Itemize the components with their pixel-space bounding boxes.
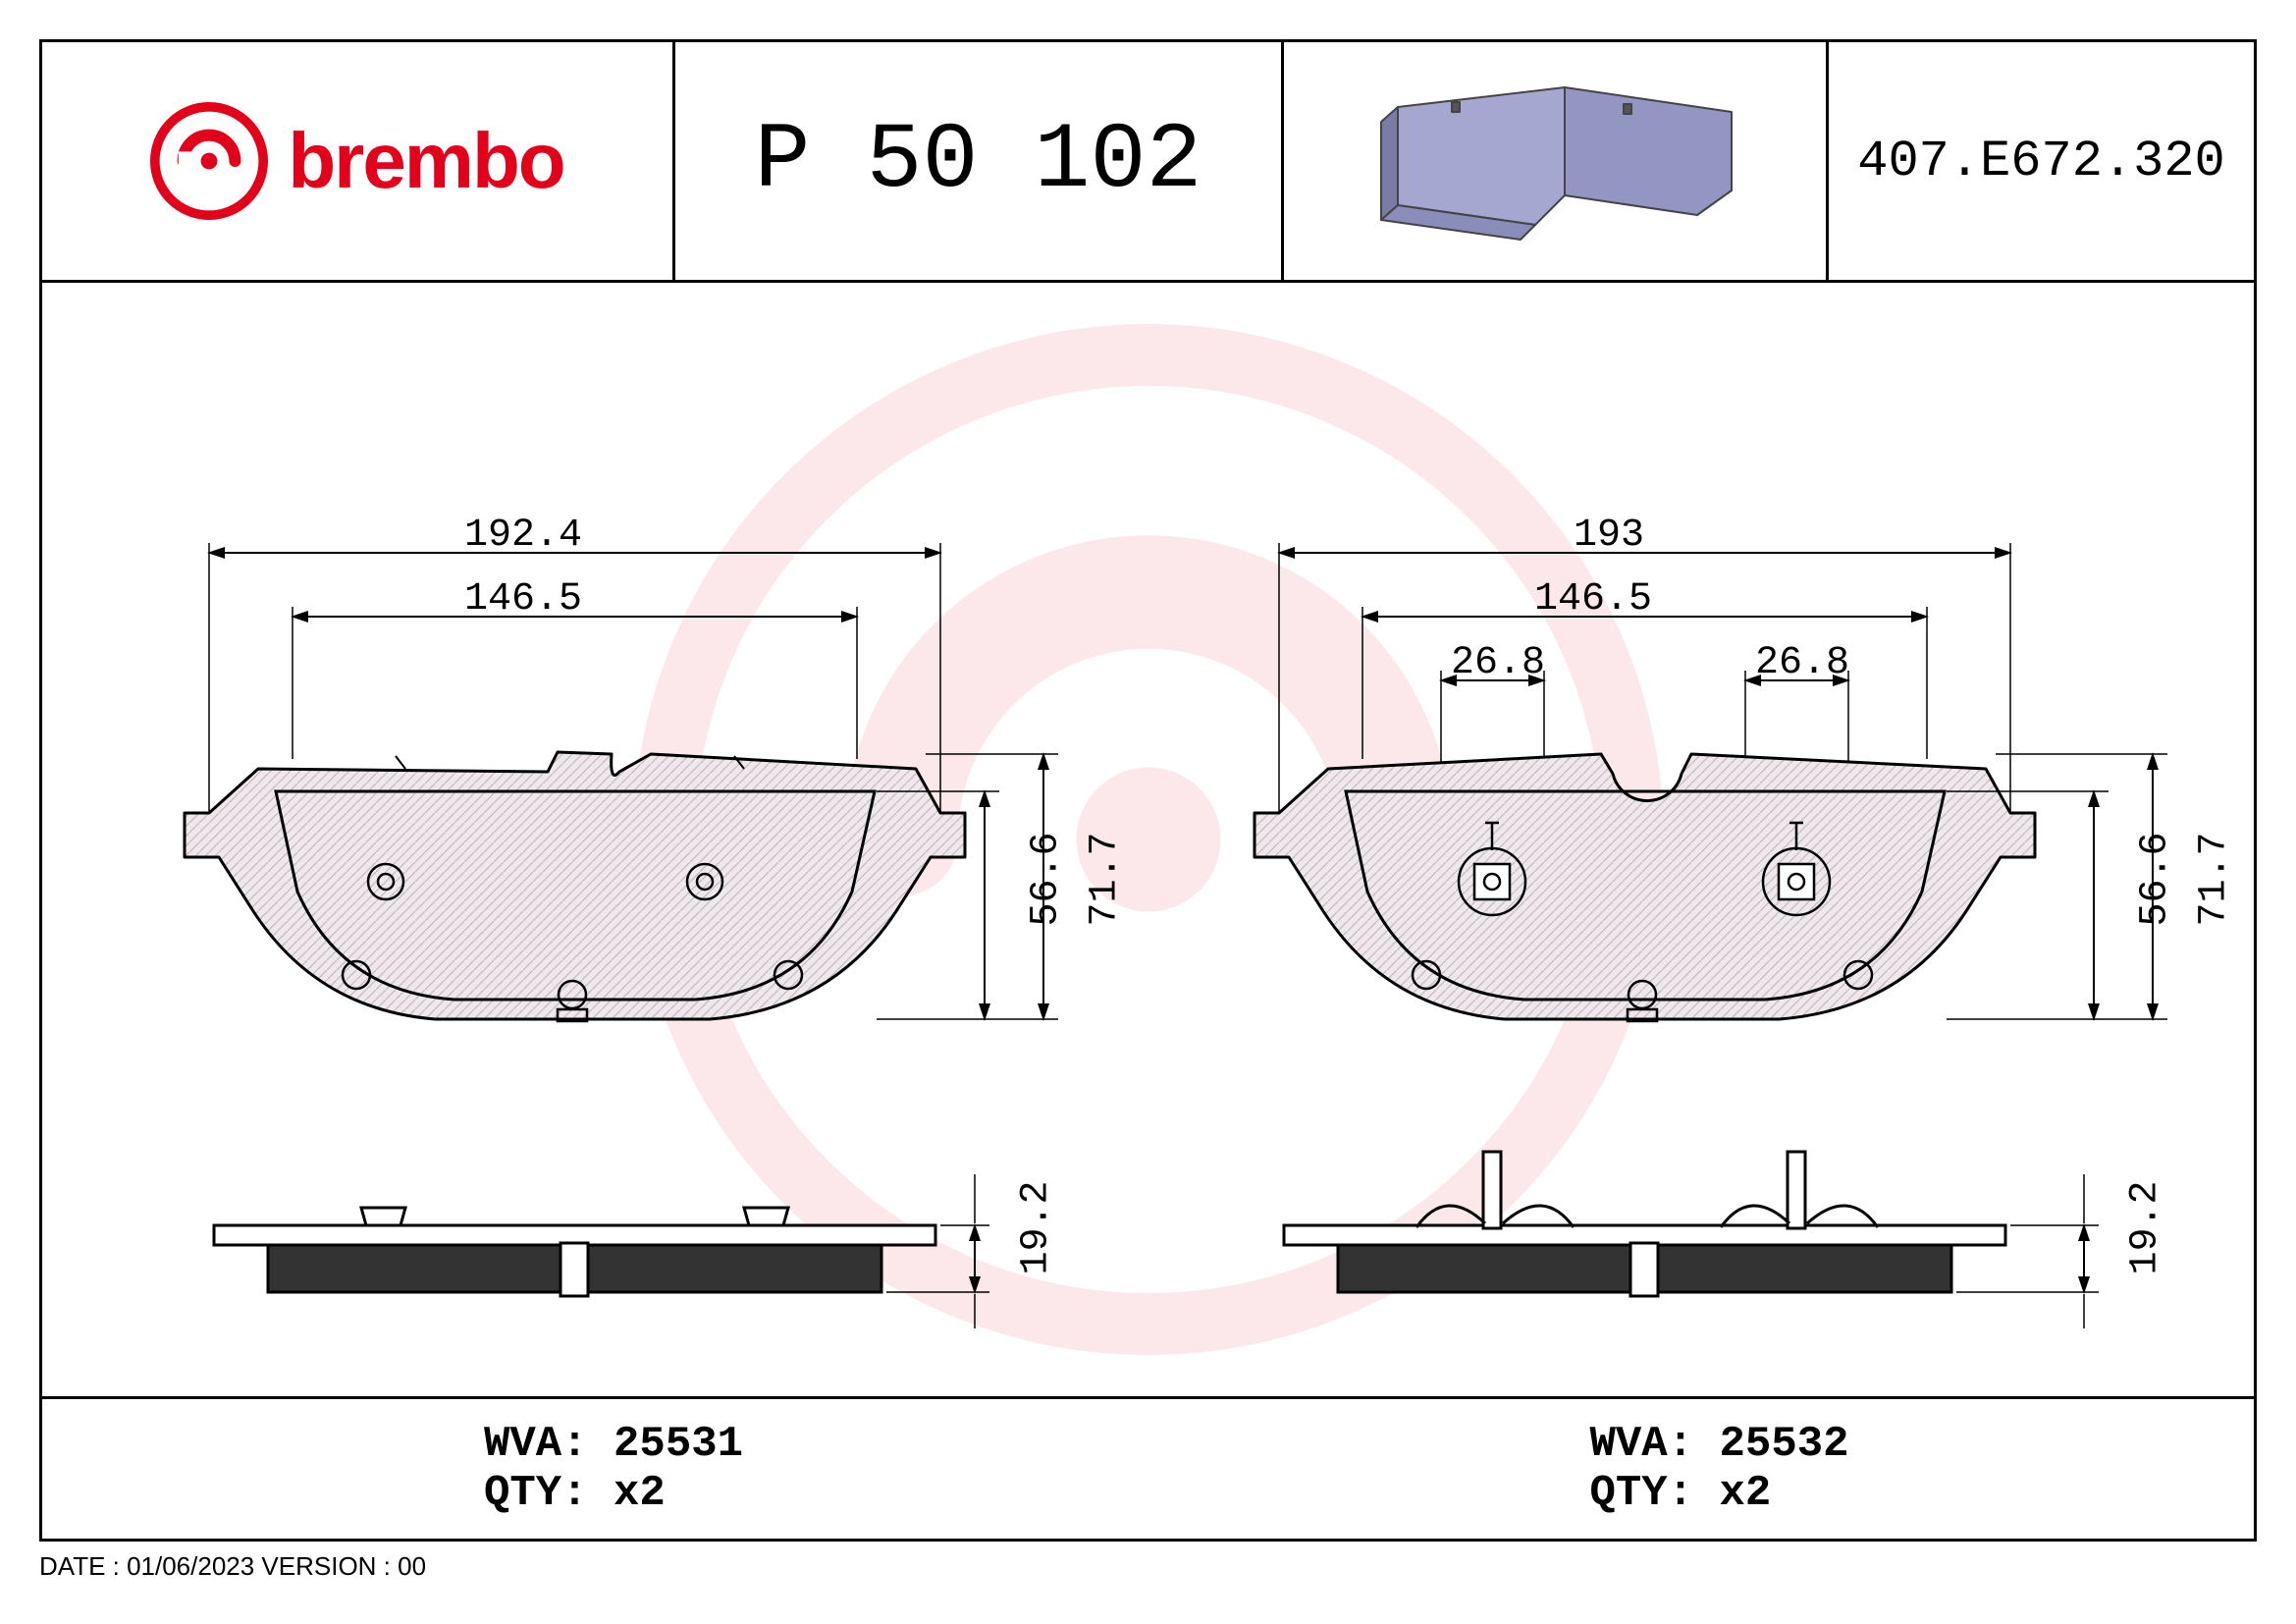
dim-label: 26.8: [1755, 641, 1849, 685]
date-version-line: DATE : 01/06/2023 VERSION : 00: [39, 1551, 426, 1582]
qty-value: x2: [1720, 1469, 1772, 1518]
right-pad-front-view: [1191, 528, 2212, 1039]
render-cell: [1284, 42, 1829, 280]
drawing-area: 192.4 146.5 56.6 71.7 19.2: [42, 283, 2254, 1396]
qty-label: QTY:: [1590, 1469, 1720, 1518]
dim-label: 146.5: [1534, 577, 1652, 622]
brand-text: brembo: [288, 116, 563, 206]
footer-row: WVA: 25531 QTY: x2 WVA: 25532 QTY: x2: [42, 1396, 2254, 1539]
part-number: P 50 102: [754, 108, 1201, 214]
dim-label: 71.7: [1084, 832, 1128, 926]
wva-label: WVA:: [1590, 1420, 1720, 1469]
code-cell: 407.E672.320: [1829, 42, 2254, 280]
dim-label: 192.4: [464, 514, 582, 558]
dim-label: 19.2: [1015, 1180, 1059, 1274]
part-number-cell: P 50 102: [675, 42, 1284, 280]
dim-label: 146.5: [464, 577, 582, 622]
dim-label: 71.7: [2193, 832, 2237, 926]
left-pad-side-view: [121, 1117, 1102, 1333]
qty-label: QTY:: [484, 1469, 614, 1518]
footer-left: WVA: 25531 QTY: x2: [42, 1399, 1148, 1539]
dim-label: 56.6: [2134, 832, 2178, 926]
brembo-logo: brembo: [150, 102, 563, 220]
dim-label: 56.6: [1025, 832, 1069, 926]
dim-label: 19.2: [2124, 1180, 2168, 1274]
footer-right: WVA: 25532 QTY: x2: [1148, 1399, 2255, 1539]
wva-value: 25531: [614, 1420, 743, 1469]
dim-label: 193: [1574, 514, 1644, 558]
logo-cell: brembo: [42, 42, 675, 280]
brembo-mark-icon: [150, 102, 268, 220]
brake-pad-3d-icon: [1344, 63, 1766, 259]
drawing-code: 407.E672.320: [1857, 133, 2224, 190]
wva-label: WVA:: [484, 1420, 614, 1469]
right-pad-side-view: [1191, 1117, 2212, 1333]
left-pad-front-view: [121, 528, 1102, 1039]
wva-value: 25532: [1720, 1420, 1849, 1469]
drawing-frame: brembo P 50 102: [39, 39, 2257, 1542]
header-row: brembo P 50 102: [42, 42, 2254, 283]
qty-value: x2: [614, 1469, 666, 1518]
dim-label: 26.8: [1451, 641, 1545, 685]
